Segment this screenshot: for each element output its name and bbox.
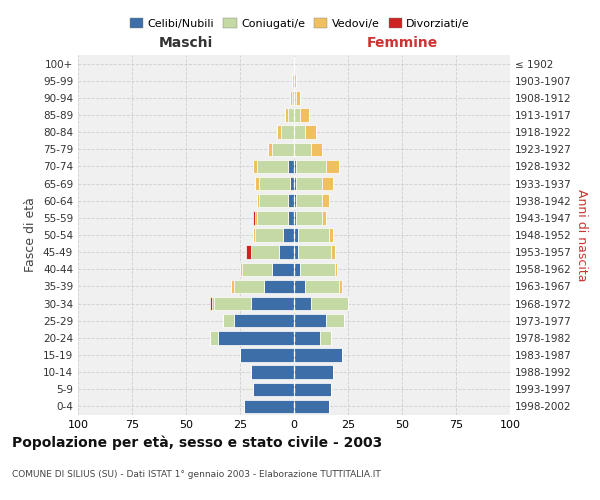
Bar [301,108,309,122]
Bar [305,126,316,139]
Text: Femmine: Femmine [367,36,437,50]
Bar [257,160,287,173]
Bar [255,211,257,224]
Bar [301,262,335,276]
Bar [294,160,296,173]
Bar [251,297,294,310]
Bar [292,91,294,104]
Bar [294,262,301,276]
Bar [251,366,294,379]
Bar [259,177,290,190]
Bar [331,246,335,259]
Bar [298,228,329,241]
Bar [294,246,298,259]
Bar [294,228,298,241]
Bar [255,228,283,241]
Bar [210,297,212,310]
Bar [255,177,259,190]
Bar [294,177,296,190]
Bar [294,142,311,156]
Bar [294,348,341,362]
Bar [253,228,255,241]
Bar [253,211,255,224]
Text: COMUNE DI SILIUS (SU) - Dati ISTAT 1° gennaio 2003 - Elaborazione TUTTITALIA.IT: COMUNE DI SILIUS (SU) - Dati ISTAT 1° ge… [12,470,381,479]
Bar [294,126,305,139]
Bar [272,142,294,156]
Bar [268,142,272,156]
Bar [257,211,287,224]
Bar [264,280,294,293]
Bar [296,91,301,104]
Bar [305,280,340,293]
Bar [287,211,294,224]
Bar [294,382,331,396]
Bar [294,280,305,293]
Bar [290,177,294,190]
Bar [251,246,279,259]
Bar [283,228,294,241]
Bar [296,211,322,224]
Bar [247,246,251,259]
Bar [294,211,296,224]
Bar [326,314,344,328]
Bar [322,194,329,207]
Bar [287,194,294,207]
Bar [294,91,296,104]
Y-axis label: Fasce di età: Fasce di età [25,198,37,272]
Bar [210,331,218,344]
Bar [277,126,281,139]
Y-axis label: Anni di nascita: Anni di nascita [575,188,588,281]
Bar [294,366,333,379]
Bar [320,331,331,344]
Bar [287,160,294,173]
Bar [223,314,233,328]
Bar [294,314,326,328]
Bar [340,280,341,293]
Bar [281,126,294,139]
Bar [286,108,287,122]
Bar [298,246,331,259]
Bar [287,108,294,122]
Bar [240,262,242,276]
Bar [296,160,326,173]
Bar [311,297,348,310]
Bar [294,194,296,207]
Legend: Celibi/Nubili, Coniugati/e, Vedovi/e, Divorziati/e: Celibi/Nubili, Coniugati/e, Vedovi/e, Di… [128,16,472,31]
Bar [335,262,337,276]
Bar [259,194,287,207]
Text: Popolazione per età, sesso e stato civile - 2003: Popolazione per età, sesso e stato civil… [12,435,382,450]
Bar [240,348,294,362]
Bar [214,297,251,310]
Bar [257,194,259,207]
Bar [296,177,322,190]
Bar [296,194,322,207]
Bar [279,246,294,259]
Bar [294,108,301,122]
Bar [242,262,272,276]
Bar [311,142,322,156]
Bar [233,314,294,328]
Bar [232,280,233,293]
Bar [326,160,340,173]
Text: Maschi: Maschi [159,36,213,50]
Bar [329,228,333,241]
Bar [212,297,214,310]
Bar [294,400,329,413]
Bar [253,160,257,173]
Bar [292,74,294,88]
Bar [233,280,264,293]
Bar [290,91,292,104]
Bar [244,400,294,413]
Bar [218,331,294,344]
Bar [272,262,294,276]
Bar [253,382,294,396]
Bar [322,211,326,224]
Bar [294,74,296,88]
Bar [322,177,333,190]
Bar [294,331,320,344]
Bar [294,297,311,310]
